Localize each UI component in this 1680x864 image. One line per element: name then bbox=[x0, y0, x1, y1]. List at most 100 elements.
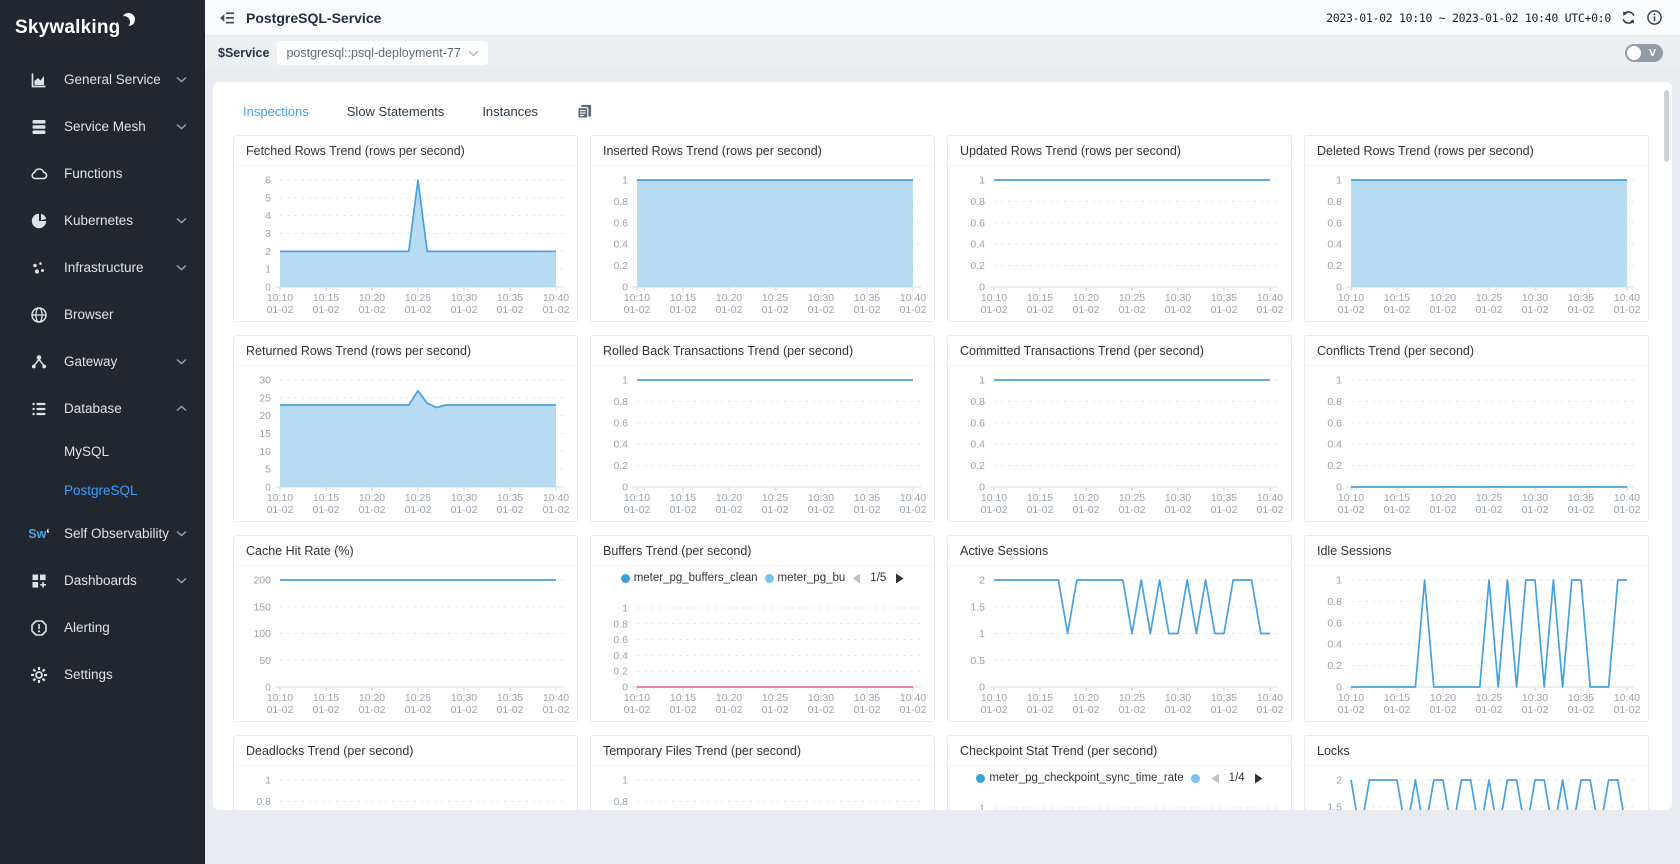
service-select[interactable]: postgresql::psql-deployment-77 bbox=[277, 41, 488, 65]
sidebar-nav: General Service Service Mesh Functions K… bbox=[0, 56, 205, 698]
svg-text:0.8: 0.8 bbox=[613, 796, 628, 808]
kubernetes-icon bbox=[29, 212, 49, 230]
globe-icon bbox=[29, 306, 49, 324]
chart-title: Temporary Files Trend (per second) bbox=[591, 736, 934, 766]
svg-text:01-02: 01-02 bbox=[359, 304, 386, 316]
svg-text:0.6: 0.6 bbox=[613, 417, 628, 429]
svg-text:10:25: 10:25 bbox=[1119, 292, 1145, 304]
edit-mode-toggle[interactable]: V bbox=[1625, 44, 1663, 62]
time-range[interactable]: 2023-01-02 10:10 ~ 2023-01-02 10:40 UTC+… bbox=[1326, 11, 1611, 25]
svg-text:10:35: 10:35 bbox=[854, 692, 880, 704]
legend-item[interactable]: meter_pg_bu bbox=[764, 572, 845, 584]
svg-text:0.6: 0.6 bbox=[1327, 217, 1342, 229]
svg-text:0: 0 bbox=[622, 282, 628, 294]
svg-text:01-02: 01-02 bbox=[497, 704, 524, 716]
svg-text:01-02: 01-02 bbox=[1614, 504, 1641, 516]
sidebar-item-general-service[interactable]: General Service bbox=[0, 56, 205, 103]
svg-text:10:35: 10:35 bbox=[1568, 492, 1594, 504]
vertical-scrollbar[interactable] bbox=[1664, 90, 1669, 162]
svg-text:0: 0 bbox=[265, 282, 271, 294]
sidebar-collapse-icon[interactable] bbox=[218, 9, 236, 27]
page-title: PostgreSQL-Service bbox=[246, 9, 382, 26]
svg-text:01-02: 01-02 bbox=[716, 304, 743, 316]
cloud-icon bbox=[29, 165, 49, 183]
svg-text:01-02: 01-02 bbox=[1211, 704, 1238, 716]
svg-text:01-02: 01-02 bbox=[497, 504, 524, 516]
tab-inspections[interactable]: Inspections bbox=[243, 103, 309, 119]
legend-page-indicator: 1/5 bbox=[870, 572, 887, 584]
svg-text:01-02: 01-02 bbox=[900, 704, 927, 716]
chart-title: Deadlocks Trend (per second) bbox=[234, 736, 577, 766]
svg-text:01-02: 01-02 bbox=[762, 704, 789, 716]
sidebar-subitem-mysql[interactable]: MySQL bbox=[64, 444, 110, 459]
chart-title: Fetched Rows Trend (rows per second) bbox=[234, 136, 577, 166]
legend-item[interactable] bbox=[1190, 773, 1204, 783]
svg-text:0.2: 0.2 bbox=[1327, 660, 1342, 672]
svg-text:10:10: 10:10 bbox=[624, 292, 650, 304]
svg-text:10:40: 10:40 bbox=[900, 692, 926, 704]
tab-instances[interactable]: Instances bbox=[482, 103, 538, 119]
svg-text:01-02: 01-02 bbox=[1027, 504, 1054, 516]
legend-item[interactable]: meter_pg_checkpoint_sync_time_rate bbox=[976, 772, 1184, 784]
legend-prev-arrow-icon[interactable] bbox=[1211, 773, 1220, 784]
chart-legend: meter_pg_checkpoint_sync_time_rate 1/4 bbox=[948, 772, 1291, 784]
sidebar-item-dashboards[interactable]: Dashboards bbox=[0, 557, 205, 604]
svg-text:10:25: 10:25 bbox=[762, 492, 788, 504]
svg-text:01-02: 01-02 bbox=[1430, 704, 1457, 716]
menu-fold-icon bbox=[220, 11, 234, 23]
svg-text:10:30: 10:30 bbox=[451, 492, 477, 504]
dashboard-toolbar: $Service postgresql::psql-deployment-77 … bbox=[205, 37, 1680, 69]
sidebar-item-gateway[interactable]: Gateway bbox=[0, 338, 205, 385]
svg-text:10: 10 bbox=[259, 446, 271, 458]
sidebar-subitem-postgresql[interactable]: PostgreSQL bbox=[64, 483, 138, 498]
chart-title: Conflicts Trend (per second) bbox=[1305, 336, 1648, 366]
legend-next-arrow-icon[interactable] bbox=[895, 573, 904, 584]
service-label: $Service bbox=[218, 46, 270, 60]
svg-text:10:10: 10:10 bbox=[981, 292, 1007, 304]
svg-text:10:15: 10:15 bbox=[313, 492, 339, 504]
svg-text:10:40: 10:40 bbox=[1614, 292, 1640, 304]
svg-text:01-02: 01-02 bbox=[451, 504, 478, 516]
sidebar-item-infrastructure[interactable]: Infrastructure bbox=[0, 244, 205, 291]
sidebar-item-service-mesh[interactable]: Service Mesh bbox=[0, 103, 205, 150]
svg-text:0.4: 0.4 bbox=[613, 239, 628, 251]
svg-text:0.8: 0.8 bbox=[613, 196, 628, 208]
legend-label: meter_pg_buffers_clean bbox=[633, 572, 758, 584]
info-button[interactable] bbox=[1646, 9, 1663, 26]
sidebar-item-kubernetes[interactable]: Kubernetes bbox=[0, 197, 205, 244]
legend-item[interactable]: meter_pg_buffers_clean bbox=[620, 572, 758, 584]
sidebar-item-settings[interactable]: Settings bbox=[0, 651, 205, 698]
sidebar-item-self-observability[interactable]: Swʻ Self Observability bbox=[0, 510, 205, 557]
svg-text:10:10: 10:10 bbox=[267, 692, 293, 704]
tab-slow-statements[interactable]: Slow Statements bbox=[346, 103, 445, 119]
svg-text:10:35: 10:35 bbox=[1211, 292, 1237, 304]
svg-text:10:20: 10:20 bbox=[359, 692, 385, 704]
chart-title: Locks bbox=[1305, 736, 1648, 766]
chart-canvas: 00.20.40.60.8110:1001-0210:1501-0210:200… bbox=[613, 775, 921, 808]
sidebar-item-functions[interactable]: Functions bbox=[0, 150, 205, 197]
legend-next-arrow-icon[interactable] bbox=[1254, 773, 1263, 784]
gateway-icon bbox=[29, 353, 49, 371]
svg-text:01-02: 01-02 bbox=[1568, 304, 1595, 316]
svg-text:50: 50 bbox=[259, 655, 271, 667]
chevron-down-icon bbox=[176, 358, 187, 365]
refresh-button[interactable] bbox=[1620, 9, 1637, 26]
svg-text:10:10: 10:10 bbox=[1338, 292, 1364, 304]
svg-text:10:25: 10:25 bbox=[1476, 692, 1502, 704]
sidebar-item-browser[interactable]: Browser bbox=[0, 291, 205, 338]
legend-prev-arrow-icon[interactable] bbox=[852, 573, 861, 584]
sidebar-item-label: Dashboards bbox=[64, 573, 137, 588]
sidebar-item-database[interactable]: Database bbox=[0, 385, 205, 432]
sidebar-item-label: Database bbox=[64, 401, 122, 416]
svg-text:01-02: 01-02 bbox=[1165, 704, 1192, 716]
chart-title: Buffers Trend (per second) bbox=[591, 536, 934, 566]
svg-text:01-02: 01-02 bbox=[1384, 304, 1411, 316]
svg-text:01-02: 01-02 bbox=[808, 504, 835, 516]
svg-text:1.5: 1.5 bbox=[970, 601, 985, 613]
chart-canvas: 00.20.40.60.8110:1001-0210:1501-0210:200… bbox=[256, 775, 564, 808]
svg-text:01-02: 01-02 bbox=[1211, 504, 1238, 516]
sidebar-item-alerting[interactable]: Alerting bbox=[0, 604, 205, 651]
copy-dashboard-button[interactable] bbox=[576, 103, 593, 120]
chart-title: Updated Rows Trend (rows per second) bbox=[948, 136, 1291, 166]
svg-text:10:25: 10:25 bbox=[1119, 492, 1145, 504]
